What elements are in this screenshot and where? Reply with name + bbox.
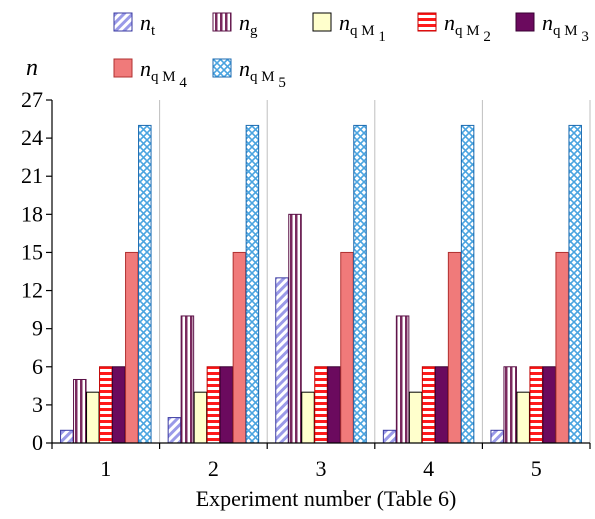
- bar-n_qM1-cat-1: [86, 391, 100, 444]
- legend-swatch: [417, 12, 437, 32]
- y-tick-label: 3: [32, 392, 43, 417]
- bar-n_qM4-cat-2: [232, 251, 247, 444]
- x-tick-label: 1: [100, 456, 111, 481]
- legend-swatch: [212, 12, 232, 32]
- y-tick-label: 18: [21, 201, 43, 226]
- legend-swatch: [113, 12, 133, 32]
- y-tick-label: 0: [32, 430, 43, 455]
- bar-n_g-cat-2: [180, 315, 195, 444]
- legend-label: nq M 2: [444, 10, 491, 45]
- bar-n_qM5-cat-1: [138, 124, 152, 444]
- y-tick-label: 9: [32, 316, 43, 341]
- bar-n_qM5-cat-3: [353, 124, 367, 444]
- bar-n_qM4-cat-1: [125, 251, 139, 444]
- legend-label: nq M 3: [542, 10, 589, 45]
- x-tick-label: 3: [316, 456, 327, 481]
- legend-label: nq M 1: [339, 10, 386, 45]
- bar-n_qM1-cat-5: [516, 391, 530, 444]
- legend-swatch: [515, 12, 535, 32]
- x-tick-label: 4: [423, 456, 434, 481]
- x-tick-label: 5: [531, 456, 542, 481]
- bar-n_qM2-cat-3: [314, 366, 328, 444]
- legend-label: ng: [239, 10, 258, 39]
- y-axis-title: n: [26, 55, 38, 81]
- legend-swatch: [312, 12, 332, 32]
- y-tick-label: 24: [21, 125, 43, 150]
- bar-n_qM2-cat-4: [421, 366, 436, 444]
- legend-swatch: [113, 58, 133, 78]
- bar-n_qM2-cat-5: [529, 366, 543, 444]
- bar-n_qM5-cat-5: [568, 124, 582, 444]
- bar-n_qM3-cat-4: [434, 366, 449, 444]
- y-tick-label: 12: [21, 278, 43, 303]
- y-tick-label: 6: [32, 354, 43, 379]
- legend-label: nq M 5: [239, 56, 286, 91]
- legend: nt ng nq M 1 nq M 2 nq M 3 nq M 4 nq M 5: [113, 10, 589, 91]
- bar-n_qM2-cat-1: [99, 366, 113, 444]
- y-axis-ticks: 0 3 6 9 12 15 18 21 24 27: [21, 87, 52, 455]
- x-tick-label: 2: [208, 456, 219, 481]
- bar-n_qM3-cat-3: [327, 366, 341, 444]
- bar-n_qM4-cat-3: [340, 251, 354, 444]
- category-separators: [159, 100, 591, 443]
- bar-n_g-cat-4: [395, 315, 410, 444]
- bar-n_g-cat-1: [73, 378, 87, 444]
- x-axis-ticks: 1 2 3 4 5: [51, 443, 591, 481]
- bar-n_t-cat-1: [60, 429, 74, 444]
- legend-swatch: [212, 58, 232, 78]
- bar-n_qM5-cat-2: [245, 124, 260, 444]
- legend-label: nq M 4: [140, 56, 187, 91]
- y-tick-label: 21: [21, 163, 43, 188]
- bar-n_qM5-cat-4: [460, 124, 475, 444]
- bar-n_qM3-cat-2: [219, 366, 234, 444]
- bar-n_g-cat-3: [288, 213, 302, 444]
- bar-n_qM4-cat-4: [447, 251, 462, 444]
- bar-n_t-cat-5: [490, 429, 504, 444]
- y-tick-label: 27: [21, 87, 43, 112]
- bar-n_qM1-cat-3: [301, 391, 315, 444]
- bar-n_qM1-cat-2: [193, 391, 208, 444]
- bar-n_t-cat-4: [382, 429, 397, 444]
- bar-n_qM3-cat-1: [112, 366, 126, 444]
- bar-n_qM2-cat-2: [206, 366, 221, 444]
- x-axis-title: Experiment number (Table 6): [196, 486, 457, 511]
- bar-n_qM3-cat-5: [542, 366, 556, 444]
- bar-n_t-cat-2: [167, 417, 182, 444]
- bar-n_qM1-cat-4: [408, 391, 423, 444]
- legend-label: nt: [140, 10, 156, 39]
- bar-n_t-cat-3: [275, 277, 289, 444]
- bar-n_qM4-cat-5: [555, 251, 569, 444]
- bar-n_g-cat-5: [503, 366, 517, 444]
- y-tick-label: 15: [21, 239, 43, 264]
- bars: [60, 124, 582, 444]
